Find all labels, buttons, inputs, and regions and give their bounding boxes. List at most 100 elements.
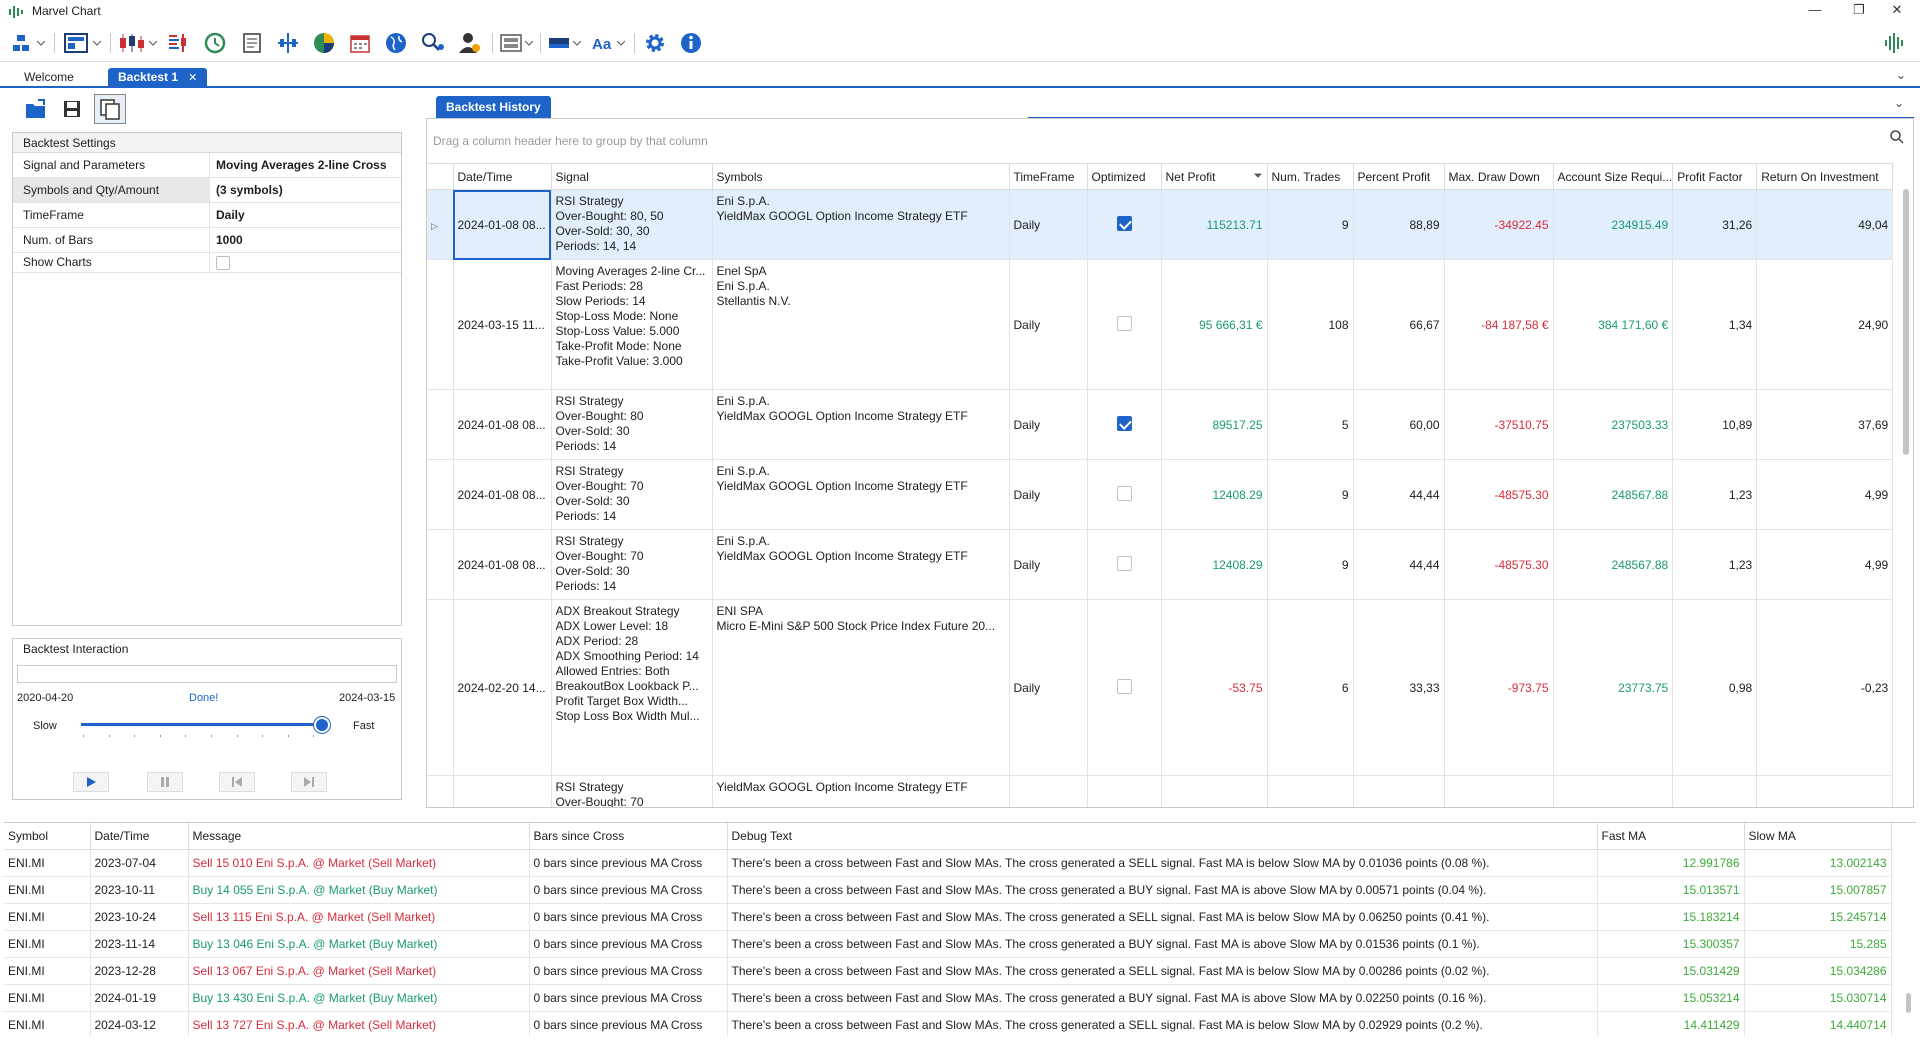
close-tab-icon[interactable]: ✕	[188, 72, 198, 84]
history-row[interactable]: 2024-01-08 08... RSI Strategy Over-Bought:…	[427, 389, 1894, 460]
markets-button[interactable]	[382, 29, 410, 57]
setting-symbols-row[interactable]: Symbols and Qty/Amount (3 symbols)	[13, 178, 401, 203]
history-row[interactable]: 2024-01-08 08... RSI Strategy Over-Bought:…	[427, 459, 1894, 530]
cell-net-profit: 115213.71	[1161, 189, 1268, 260]
symbol-search-button[interactable]	[418, 29, 448, 57]
layout-menu-button[interactable]	[62, 29, 104, 57]
speed-slider-thumb[interactable]	[314, 717, 331, 733]
log-row[interactable]: ENI.MI 2023-07-04 Sell 15 010 Eni S.p.A. @…	[4, 849, 1892, 877]
restore-button[interactable]: ❐	[1853, 2, 1865, 17]
info-button[interactable]	[676, 29, 706, 57]
play-button[interactable]	[73, 772, 109, 792]
panel-menu-chevron-icon[interactable]: ⌄	[1894, 96, 1905, 110]
log-col-bars[interactable]: Bars since Cross	[529, 823, 728, 850]
log-row[interactable]: ENI.MI 2023-10-24 Sell 13 115 Eni S.p.A. @…	[4, 903, 1892, 931]
log-scrollbar-thumb[interactable]	[1906, 993, 1911, 1013]
col-header-signal[interactable]: Signal	[551, 163, 713, 190]
backtest-history-button[interactable]	[200, 29, 230, 57]
col-header-symbols[interactable]: Symbols	[712, 163, 1010, 190]
close-window-button[interactable]: ✕	[1891, 2, 1903, 17]
portfolio-button[interactable]	[310, 29, 338, 57]
col-header-max-draw-down[interactable]: Max. Draw Down	[1444, 163, 1554, 190]
settings-button[interactable]	[640, 29, 670, 57]
setting-show-charts-row[interactable]: Show Charts	[13, 253, 401, 273]
setting-value[interactable]: Moving Averages 2-line Cross	[216, 158, 387, 172]
expand-row-icon[interactable]: ▷	[431, 220, 438, 231]
log-fast-ma: 15.300357	[1597, 930, 1745, 958]
cell-profit-factor: 10,89	[1672, 389, 1758, 460]
color-menu-button[interactable]	[546, 29, 582, 57]
calendar-button[interactable]	[346, 29, 374, 57]
history-scrollbar-thumb[interactable]	[1903, 189, 1909, 455]
font-menu-button[interactable]: Aa	[590, 29, 626, 57]
step-forward-button[interactable]	[291, 772, 327, 792]
setting-timeframe-row[interactable]: TimeFrame Daily	[13, 203, 401, 228]
col-header-profit-factor[interactable]: Profit Factor	[1672, 163, 1758, 190]
filter-icon[interactable]: ⏷	[1253, 169, 1263, 182]
chart-type-button[interactable]	[116, 29, 158, 57]
history-row[interactable]: 2024-01-08 08... RSI Strategy Over-Bought:…	[427, 529, 1894, 600]
symbol-line: Eni S.p.A.	[716, 394, 770, 408]
col-header-roi[interactable]: Return On Investment	[1756, 163, 1894, 190]
tab-backtest-1[interactable]: Backtest 1 ✕	[108, 68, 208, 88]
optimized-checkbox[interactable]	[1116, 315, 1132, 331]
history-row[interactable]: 2024-03-15 11... Moving Averages 2-line C…	[427, 259, 1894, 390]
optimized-checkbox[interactable]	[1116, 215, 1132, 231]
col-header-percent-profit[interactable]: Percent Profit	[1353, 163, 1445, 190]
setting-value[interactable]: (3 symbols)	[216, 183, 283, 197]
workspace-menu-button[interactable]	[8, 29, 48, 57]
pause-button[interactable]	[147, 772, 183, 792]
search-icon[interactable]	[1889, 129, 1905, 145]
log-col-fast-ma[interactable]: Fast MA	[1597, 823, 1745, 850]
optimized-checkbox[interactable]	[1116, 555, 1132, 571]
log-row[interactable]: ENI.MI 2023-12-28 Sell 13 067 Eni S.p.A. @…	[4, 957, 1892, 985]
account-button[interactable]	[454, 29, 484, 57]
col-header-timeframe[interactable]: TimeFrame	[1009, 163, 1088, 190]
col-header-optimized[interactable]: Optimized	[1087, 163, 1162, 190]
row-expander[interactable]: ▷	[427, 189, 454, 260]
backtest-settings-panel: Backtest Settings Signal and Parameters …	[12, 132, 402, 626]
log-col-symbol[interactable]: Symbol	[4, 823, 91, 850]
minimize-button[interactable]: —	[1808, 2, 1822, 17]
optimized-checkbox[interactable]	[1116, 485, 1132, 501]
save-button[interactable]	[56, 94, 88, 124]
indicators-button[interactable]	[164, 29, 194, 57]
layout-icon	[64, 33, 102, 53]
log-row[interactable]: ENI.MI 2024-03-12 Sell 13 727 Eni S.p.A. @…	[4, 1011, 1892, 1036]
cell-max-draw-down: -84 187,58 €	[1444, 259, 1554, 390]
log-col-date[interactable]: Date/Time	[90, 823, 189, 850]
report-button[interactable]	[238, 29, 266, 57]
log-row[interactable]: ENI.MI 2024-01-19 Buy 13 430 Eni S.p.A. @ …	[4, 984, 1892, 1012]
step-back-button[interactable]	[219, 772, 255, 792]
log-col-debug[interactable]: Debug Text	[727, 823, 1598, 850]
status-signal-button[interactable]	[1880, 29, 1910, 57]
scanner-button[interactable]	[274, 29, 302, 57]
signal-line: Over-Bought: 70	[555, 549, 644, 563]
optimized-checkbox[interactable]	[1116, 678, 1132, 694]
setting-value[interactable]: Daily	[216, 208, 245, 222]
open-button[interactable]	[20, 94, 52, 124]
log-col-slow-ma[interactable]: Slow MA	[1744, 823, 1892, 850]
col-header-net-profit[interactable]: Net Profit ⏷	[1161, 163, 1268, 190]
optimized-checkbox[interactable]	[1116, 415, 1132, 431]
setting-value[interactable]: 1000	[216, 233, 243, 247]
log-col-message[interactable]: Message	[188, 823, 530, 850]
history-row[interactable]: 2024-02-20 14... ADX Breakout Strategy ADX…	[427, 599, 1894, 776]
col-header-num-trades[interactable]: Num. Trades	[1267, 163, 1354, 190]
log-row[interactable]: ENI.MI 2023-10-11 Buy 14 055 Eni S.p.A. @ …	[4, 876, 1892, 904]
history-row[interactable]: ▷ 2024-01-08 08... RSI Strategy Over-Bought…	[427, 189, 1894, 260]
speed-slider-track[interactable]	[81, 723, 327, 726]
col-header-account-size[interactable]: Account Size Requi...	[1553, 163, 1674, 190]
copy-button[interactable]	[94, 94, 126, 124]
keyboard-menu-button[interactable]	[498, 29, 534, 57]
setting-bars-row[interactable]: Num. of Bars 1000	[13, 228, 401, 253]
tab-welcome[interactable]: Welcome	[24, 70, 74, 84]
setting-signal-row[interactable]: Signal and Parameters Moving Averages 2-…	[13, 153, 401, 178]
col-header-date[interactable]: Date/Time	[453, 163, 552, 190]
tabs-menu-chevron-icon[interactable]: ⌄	[1896, 68, 1907, 82]
backtest-history-tab[interactable]: Backtest History	[436, 96, 551, 118]
group-by-area[interactable]: Drag a column header here to group by th…	[427, 119, 1913, 163]
history-row[interactable]: RSI Strategy Over-Bought: 70 YieldMax GOOG…	[427, 775, 1894, 807]
show-charts-checkbox[interactable]	[216, 255, 230, 270]
log-row[interactable]: ENI.MI 2023-11-14 Buy 13 046 Eni S.p.A. @ …	[4, 930, 1892, 958]
